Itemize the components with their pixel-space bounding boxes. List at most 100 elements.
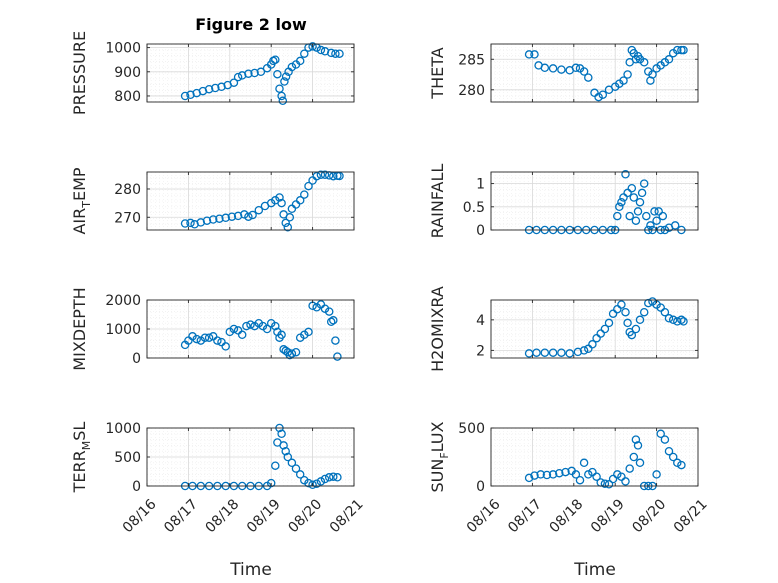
data-point (240, 210, 249, 219)
y-axis-label: RAINFALL (428, 164, 447, 239)
data-point (613, 211, 622, 221)
plot-area (491, 44, 698, 102)
data-point (524, 473, 534, 483)
data-point (584, 470, 593, 479)
x-axis-label-right: Time (573, 560, 616, 580)
data-point (625, 464, 634, 473)
data-point (256, 67, 266, 77)
data-point (258, 321, 268, 331)
data-point (571, 470, 581, 479)
subplot-6: 2 4 H2OMIXRA (428, 286, 699, 372)
y-axis-label-main: AIR (70, 208, 89, 235)
y-tick-label: 285 (458, 52, 485, 68)
y-axis-label-main: THETA (428, 47, 447, 99)
axes-box (146, 43, 355, 103)
data-point (548, 348, 558, 357)
data-point (271, 461, 280, 470)
data-point (196, 336, 206, 345)
data-point (329, 472, 338, 481)
data-point (629, 193, 639, 202)
data-point (244, 212, 253, 221)
x-tick-label: 08/21 (671, 496, 711, 536)
data-point (333, 473, 342, 482)
data-point (548, 64, 558, 73)
data-point (639, 58, 649, 67)
data-point (652, 216, 661, 225)
data-point (217, 337, 226, 347)
data-point (266, 478, 276, 488)
data-point (180, 91, 190, 101)
data-point (329, 171, 338, 181)
y-axis-label-main: RAINFALL (428, 164, 447, 239)
data-point (524, 50, 534, 59)
y-axis-label: H2OMIXRA (428, 286, 447, 372)
plot-area (147, 172, 354, 230)
data-point (221, 342, 230, 351)
subplot-3: 270 280 AIRTEMP (70, 167, 355, 235)
data-point (335, 49, 344, 58)
data-point (608, 474, 618, 484)
axes-box (490, 171, 699, 231)
data-point (588, 340, 597, 349)
data-point (652, 470, 661, 479)
data-point (229, 78, 239, 87)
data-point (331, 336, 340, 345)
data-point (229, 324, 239, 334)
x-tick-label: 08/16 (464, 496, 504, 536)
data-point (250, 68, 259, 78)
x-tick-label: 08/18 (203, 496, 243, 536)
x-tick-label: 08/17 (161, 496, 201, 536)
x-tick-label: 08/20 (285, 496, 325, 536)
subplot-2: 280 285 THETA (428, 43, 699, 103)
y-axis-label: THETA (428, 47, 447, 99)
data-point (273, 69, 282, 79)
data-point (642, 211, 651, 221)
data-point (320, 474, 330, 484)
data-point (324, 307, 334, 316)
data-point (677, 315, 686, 325)
y-tick-label: 1000 (105, 421, 141, 437)
data-point (202, 216, 212, 225)
data-point (670, 221, 680, 230)
data-point (281, 72, 291, 81)
y-tick-label: 1000 (105, 322, 141, 338)
data-point (608, 309, 618, 318)
data-point (204, 84, 214, 94)
y-tick-label: 0 (476, 479, 485, 495)
subplot-5: 0 1000 2000 MIXDEPTH (70, 287, 355, 371)
data-point (280, 77, 289, 86)
data-point (679, 317, 688, 326)
data-point (331, 49, 340, 58)
data-point (291, 464, 301, 473)
y-tick-label: 500 (458, 421, 485, 437)
y-tick-label: 270 (114, 210, 141, 226)
data-point (588, 467, 597, 477)
data-point (573, 347, 583, 357)
data-point (300, 49, 309, 58)
data-point (668, 315, 678, 325)
y-axis-label-main: PRESSURE (70, 31, 89, 115)
data-point (639, 179, 649, 188)
data-point (304, 478, 313, 488)
data-point (635, 197, 645, 207)
data-point (639, 307, 649, 317)
data-point (326, 317, 336, 327)
data-point (596, 329, 605, 338)
data-point (271, 321, 280, 331)
data-point (637, 188, 647, 198)
data-point (542, 470, 552, 480)
y-tick-label: 900 (114, 65, 141, 81)
data-point (600, 324, 610, 334)
y-tick-label: 0 (132, 351, 141, 367)
data-point (312, 479, 321, 488)
data-point (271, 55, 280, 64)
data-point (316, 45, 326, 55)
data-point (291, 347, 301, 357)
data-point (571, 63, 581, 73)
data-point (623, 188, 632, 198)
data-point (631, 324, 641, 334)
y-axis-label-subscript: T (80, 201, 93, 209)
data-point (660, 435, 670, 444)
data-point (557, 348, 566, 357)
data-point (248, 210, 257, 220)
